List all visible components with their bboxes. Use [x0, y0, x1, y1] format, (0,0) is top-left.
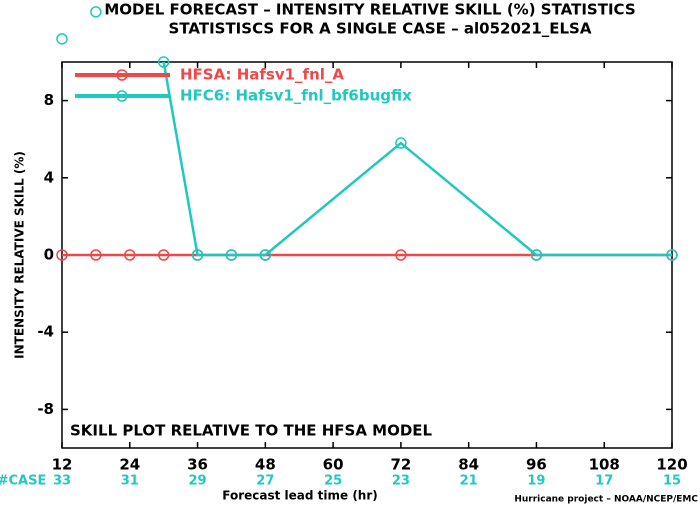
- series-marker: [56, 249, 68, 261]
- case-count: 19: [527, 474, 545, 489]
- x-tick-label: 36: [187, 456, 208, 474]
- legend-label: HFSA: Hafsv1_fnl_A: [180, 66, 344, 84]
- legend-marker: [116, 90, 128, 102]
- chart-subtitle: STATISTISCS FOR A SINGLE CASE – al052021…: [169, 20, 592, 38]
- series-line: [161, 62, 672, 257]
- legend-marker: [116, 69, 128, 81]
- series-marker: [157, 56, 170, 68]
- x-tick-label: 96: [526, 456, 547, 474]
- case-label: #CASE: [0, 474, 46, 489]
- x-tick-label: 84: [458, 456, 479, 474]
- x-tick-label: 120: [656, 456, 687, 474]
- series-marker: [157, 249, 170, 261]
- x-axis-label: Forecast lead time (hr): [222, 489, 378, 503]
- case-count: 23: [392, 474, 410, 489]
- series-marker: [191, 249, 204, 261]
- y-tick-label: -8: [37, 400, 54, 418]
- plot-area: [62, 62, 672, 257]
- series-marker: [90, 6, 102, 18]
- legend-label: HFC6: Hafsv1_fnl_bf6bugfix: [180, 87, 412, 105]
- series-marker: [225, 249, 238, 261]
- case-count: 29: [189, 474, 207, 489]
- case-count: 25: [324, 474, 342, 489]
- series-marker: [666, 249, 678, 261]
- x-tick-label: 60: [323, 456, 344, 474]
- chart-title: MODEL FORECAST – INTENSITY RELATIVE SKIL…: [104, 1, 635, 19]
- y-tick-label: 8: [44, 91, 54, 109]
- x-tick-label: 12: [52, 456, 73, 474]
- x-tick-label: 24: [119, 456, 140, 474]
- series-marker: [124, 249, 136, 261]
- footer: Hurricane project – NOAA/NCEP/EMC: [514, 495, 698, 505]
- case-count: 21: [460, 474, 478, 489]
- y-axis-label: INTENSITY RELATIVE SKILL (%): [13, 151, 27, 359]
- x-tick-label: 72: [390, 456, 411, 474]
- series-marker: [395, 249, 407, 261]
- series-marker: [90, 249, 102, 261]
- x-tick-label: 48: [255, 456, 276, 474]
- series-marker: [259, 249, 272, 261]
- x-tick-label: 108: [589, 456, 620, 474]
- case-count: 15: [663, 474, 681, 489]
- series-marker: [56, 33, 68, 45]
- annotation: SKILL PLOT RELATIVE TO THE HFSA MODEL: [70, 422, 433, 440]
- case-count: 33: [53, 474, 71, 489]
- case-count: 31: [121, 474, 139, 489]
- y-tick-label: 0: [44, 246, 54, 264]
- series-marker: [395, 137, 407, 149]
- case-count: 17: [595, 474, 613, 489]
- y-tick-label: -4: [37, 323, 54, 341]
- case-count: 27: [256, 474, 274, 489]
- y-tick-label: 4: [44, 168, 54, 186]
- series-marker: [530, 249, 543, 261]
